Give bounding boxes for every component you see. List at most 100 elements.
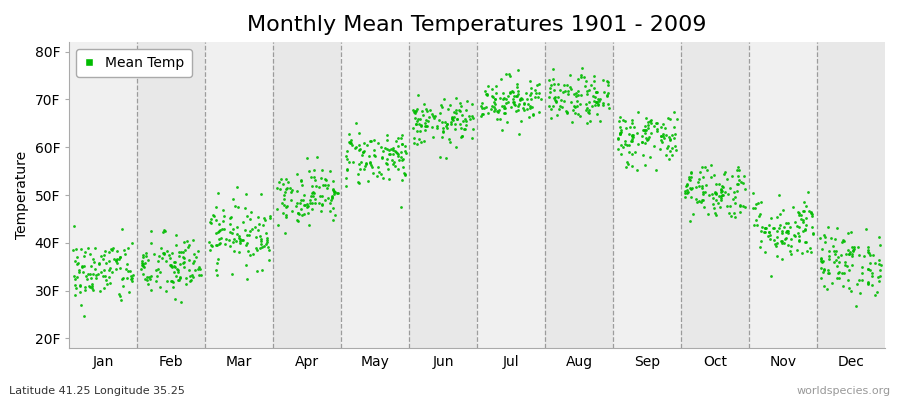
Point [436, 125, 450, 132]
Point [426, 134, 440, 140]
Point [823, 270, 837, 276]
Point [231, 233, 246, 239]
Point [561, 91, 575, 97]
Point [250, 268, 265, 274]
Point [862, 266, 877, 273]
Point [789, 223, 804, 230]
Point [580, 88, 595, 94]
Point [312, 200, 327, 206]
Point [806, 210, 820, 217]
Point [458, 116, 473, 122]
Point [715, 192, 729, 198]
Point [619, 159, 634, 165]
Point [570, 98, 584, 104]
Point [74, 246, 88, 252]
Point [825, 280, 840, 286]
Point [115, 283, 130, 289]
Point [387, 159, 401, 165]
Point [799, 239, 814, 246]
Point [817, 266, 832, 272]
Point [76, 253, 91, 259]
Point [485, 103, 500, 109]
Point [614, 127, 628, 133]
Point [481, 83, 495, 90]
Point [143, 276, 157, 282]
Point [692, 176, 706, 182]
Point [528, 90, 543, 96]
Point [841, 230, 855, 236]
Point [827, 247, 842, 254]
Point [501, 71, 516, 77]
Point [385, 144, 400, 151]
Point [354, 159, 368, 165]
Point [837, 238, 851, 244]
Point [408, 110, 422, 116]
Point [433, 110, 447, 116]
Point [173, 261, 187, 268]
Point [426, 124, 440, 130]
Point [172, 249, 186, 255]
Point [698, 189, 713, 195]
Point [437, 118, 452, 125]
Point [498, 110, 512, 116]
Point [411, 136, 426, 142]
Point [136, 254, 150, 260]
Point [814, 254, 829, 261]
Point [370, 164, 384, 170]
Point [494, 76, 508, 82]
Point [356, 166, 371, 172]
Point [353, 166, 367, 172]
Point [418, 120, 432, 126]
Point [293, 206, 308, 212]
Point [119, 266, 133, 272]
Point [571, 111, 585, 117]
Point [372, 169, 386, 175]
Point [506, 96, 520, 103]
Point [814, 258, 829, 265]
Point [327, 189, 341, 195]
Point [73, 281, 87, 288]
Point [578, 83, 592, 90]
Point [359, 160, 374, 167]
Point [581, 87, 596, 93]
Point [704, 174, 718, 180]
Point [588, 102, 602, 108]
Point [235, 236, 249, 243]
Point [565, 106, 580, 113]
Point [254, 190, 268, 197]
Point [158, 288, 173, 294]
Point [135, 262, 149, 268]
Point [103, 274, 117, 280]
Point [613, 124, 627, 130]
Point [278, 230, 293, 236]
Point [554, 86, 568, 93]
Point [475, 99, 490, 106]
Point [109, 258, 123, 264]
Point [253, 245, 267, 252]
Point [92, 261, 106, 267]
Point [384, 156, 399, 163]
Point [806, 213, 820, 220]
Point [855, 264, 869, 270]
Point [592, 98, 607, 105]
Point [764, 215, 778, 222]
Point [515, 96, 529, 102]
Point [718, 188, 733, 195]
Point [686, 211, 700, 218]
Point [752, 213, 766, 219]
Point [822, 248, 836, 254]
Point [397, 170, 411, 176]
Point [71, 268, 86, 275]
Point [169, 242, 184, 248]
Point [442, 136, 456, 142]
Point [176, 248, 191, 255]
Point [389, 149, 403, 156]
Point [293, 178, 308, 184]
Point [641, 122, 655, 128]
Point [297, 211, 311, 218]
Point [408, 109, 422, 116]
Point [872, 261, 886, 267]
Point [560, 109, 574, 115]
Point [104, 246, 118, 252]
Point [798, 238, 813, 245]
